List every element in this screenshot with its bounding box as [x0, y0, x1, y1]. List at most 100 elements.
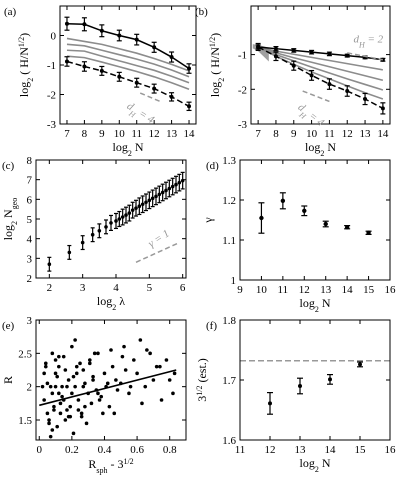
data-point [152, 86, 157, 91]
axis-label-part: N [1, 209, 15, 221]
axis-label-part: sph [96, 466, 107, 475]
axis-label-part: ( H/N [17, 47, 31, 78]
axis-label-part: log [17, 82, 31, 97]
y-tick-label: 2 [27, 273, 33, 285]
data-point [52, 404, 56, 409]
data-point [128, 384, 133, 389]
annot-part: = 4 [134, 106, 156, 126]
plot-frame [239, 159, 391, 281]
data-point [99, 28, 104, 33]
data-point [63, 368, 68, 372]
data-point [50, 351, 55, 356]
data-point [81, 368, 86, 372]
data-point [112, 411, 117, 416]
data-point [130, 208, 135, 212]
dh-label-4: dH = 4 [123, 100, 157, 129]
x-tick-label: 14 [342, 284, 354, 296]
data-point [43, 361, 48, 366]
data-point [135, 371, 139, 376]
data-point [74, 364, 79, 369]
x-tick-label: 11 [278, 284, 289, 296]
data-point [358, 362, 362, 367]
data-point [48, 434, 53, 439]
data-point [52, 408, 56, 412]
data-point [109, 221, 113, 225]
x-tick-label: 13 [360, 128, 372, 140]
data-point [127, 211, 132, 215]
data-point [58, 411, 63, 416]
y-tick-label: 0 [51, 31, 57, 43]
data-point [172, 371, 177, 376]
data-point [96, 391, 100, 396]
series-line-black [257, 46, 384, 110]
axis-label-part: log [112, 140, 127, 154]
y-tick-label: 1.2 [222, 195, 236, 207]
axis-label-part: 2 [10, 221, 19, 225]
data-point [47, 421, 51, 426]
data-point [104, 225, 108, 229]
data-point [115, 388, 120, 392]
data-point [140, 202, 145, 207]
data-point [73, 338, 77, 342]
annot-part: d [353, 33, 359, 45]
data-point [273, 46, 278, 51]
x-tick-label: 8 [82, 128, 88, 140]
reference-line [139, 92, 162, 103]
y-tick-label: -1 [47, 60, 56, 72]
axis-label-part: R [1, 376, 15, 384]
data-point [164, 188, 168, 193]
data-point [302, 208, 307, 213]
series-line-gray [257, 46, 384, 82]
dh-label-2: dH = 2 [353, 33, 383, 49]
y-tick-label: 5 [27, 214, 33, 226]
y-tick-label: -2 [238, 84, 247, 96]
data-point [67, 250, 72, 255]
x-tick-label: 0 [37, 444, 43, 456]
axis-label-part: λ [116, 294, 125, 308]
data-point [58, 401, 63, 406]
data-point [55, 374, 59, 379]
axis-label-part: log [208, 82, 222, 97]
axis-label-part: R [88, 457, 96, 471]
y-tick-label: 3 [27, 253, 33, 265]
data-point [57, 354, 61, 359]
data-point [117, 217, 122, 221]
data-point [60, 394, 64, 399]
x-tick-label: 0.4 [98, 444, 112, 456]
series-line-gray [66, 37, 190, 72]
data-point [53, 358, 58, 362]
data-point [256, 44, 261, 49]
data-point [70, 344, 74, 349]
data-point [345, 89, 350, 94]
x-tick-label: 11 [324, 128, 335, 140]
axis-label-part: N [319, 296, 331, 310]
axis-label-part: 2 [320, 149, 324, 158]
data-point [90, 232, 95, 237]
panel-label: (d) [206, 160, 219, 172]
data-point [97, 398, 102, 402]
data-point [363, 97, 368, 102]
gamma-label: γ = 1 [146, 228, 172, 250]
data-point [63, 418, 68, 422]
data-point [88, 358, 92, 362]
data-point [127, 391, 131, 396]
x-axis-label: log2 N [112, 140, 143, 158]
series-line-gray [257, 46, 384, 91]
x-tick-label: 3 [80, 282, 86, 294]
axis-label-part: 1/2 [208, 37, 217, 47]
series-line-gray [66, 49, 190, 84]
x-tick-label: 6 [180, 282, 186, 294]
plot-frame [35, 319, 187, 441]
data-point [328, 377, 332, 382]
data-point [45, 411, 50, 416]
data-point [76, 408, 81, 412]
data-point [177, 180, 182, 185]
data-point [102, 371, 107, 376]
data-point [80, 240, 85, 245]
data-point [157, 192, 162, 197]
axis-label-part: 2 [112, 303, 116, 312]
data-point [48, 384, 53, 389]
panel-label: (a) [4, 6, 17, 18]
data-point [151, 378, 156, 382]
